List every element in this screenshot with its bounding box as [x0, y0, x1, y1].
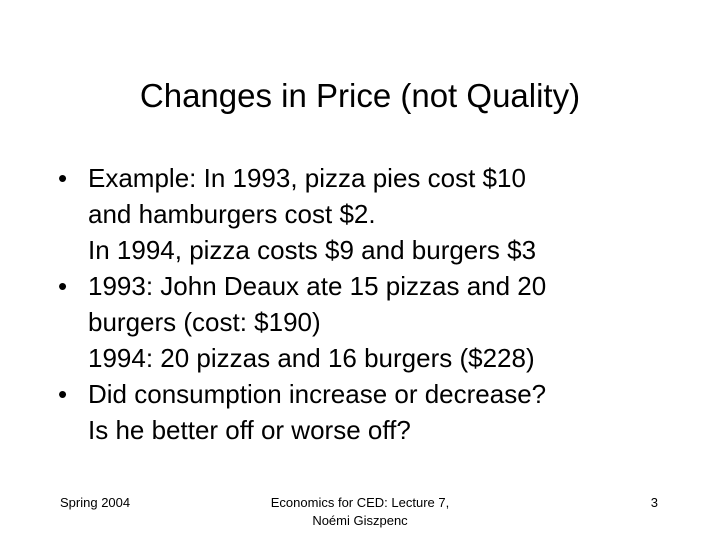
slide-title: Changes in Price (not Quality)	[139, 77, 581, 114]
bullet-icon: •	[58, 163, 68, 193]
bullet-line: Example: In 1993, pizza pies cost $10	[88, 163, 526, 193]
bullet-list: • Example: In 1993, pizza pies cost $10 …	[58, 160, 688, 448]
bullet-line: burgers (cost: $190)	[88, 307, 321, 337]
bullet-line: 1993: John Deaux ate 15 pizzas and 20	[88, 271, 547, 301]
bullet-item: • 1993: John Deaux ate 15 pizzas and 20 …	[58, 268, 688, 376]
page-number: 3	[650, 495, 658, 510]
footer-course-line: Economics for CED: Lecture 7,	[270, 495, 450, 510]
bullet-line: and hamburgers cost $2.	[88, 199, 376, 229]
bullet-line: In 1994, pizza costs $9 and burgers $3	[88, 235, 537, 265]
bullet-icon: •	[58, 271, 68, 301]
footer-course: Economics for CED: Lecture 7, Noémi Gisz…	[210, 494, 510, 530]
bullet-icon: •	[58, 379, 68, 409]
bullet-line: Did consumption increase or decrease?	[88, 379, 547, 409]
bullet-item: • Did consumption increase or decrease? …	[58, 376, 688, 448]
footer-date: Spring 2004	[60, 495, 131, 510]
footer-author: Noémi Giszpenc	[312, 513, 408, 528]
bullet-line: Is he better off or worse off?	[88, 415, 411, 445]
bullet-item: • Example: In 1993, pizza pies cost $10 …	[58, 160, 688, 268]
bullet-line: 1994: 20 pizzas and 16 burgers ($228)	[88, 343, 535, 373]
